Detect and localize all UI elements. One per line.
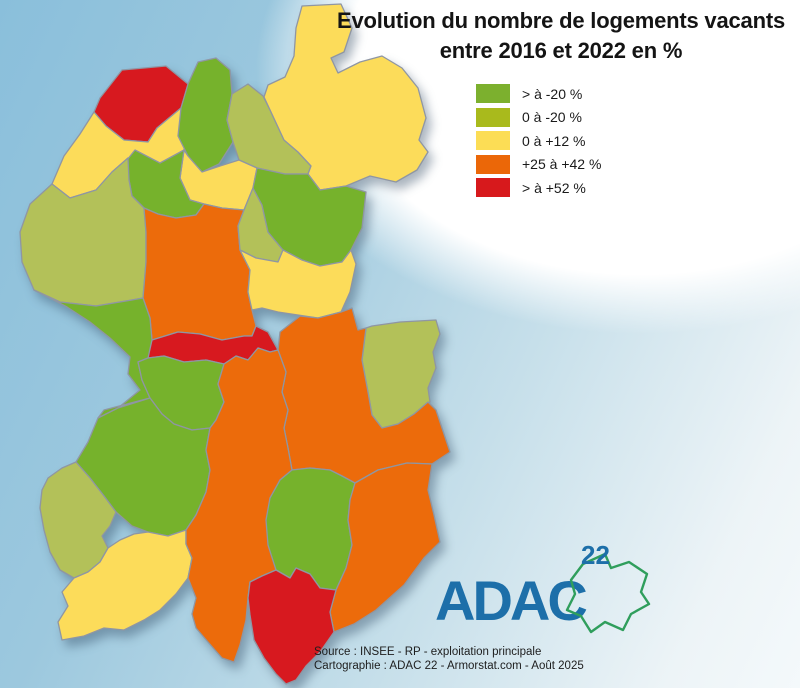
map-title-line1: Evolution du nombre de logements vacants xyxy=(337,8,785,33)
legend-label: > à -20 % xyxy=(522,85,583,102)
legend-swatch-icon xyxy=(476,131,510,151)
source-credits: Source : INSEE - RP - exploitation princ… xyxy=(314,645,584,674)
adac-logo-text: ADAC xyxy=(435,569,586,632)
legend-swatch-icon xyxy=(476,178,510,198)
cartography-line: Cartographie : ADAC 22 - Armorstat.com -… xyxy=(314,660,584,673)
legend-row-4: > à +52 % xyxy=(476,176,601,200)
legend-label: > à +52 % xyxy=(522,179,586,196)
adac22-logo: ADAC 22 xyxy=(435,540,651,634)
map-title-line2: entre 2016 et 2022 en % xyxy=(439,37,683,63)
legend-swatch-icon xyxy=(476,154,510,174)
legend-swatch-icon xyxy=(476,107,510,127)
epci-sud-rouge xyxy=(247,567,337,685)
epci-sud-orange xyxy=(185,347,293,663)
legend-row-1: 0 à -20 % xyxy=(476,106,601,130)
legend-swatch-icon xyxy=(476,84,510,104)
legend-row-3: +25 à +42 % xyxy=(476,153,601,177)
map-regions xyxy=(19,3,451,685)
legend-label: +25 à +42 % xyxy=(522,156,602,173)
map-title: Evolution du nombre de logements vacants… xyxy=(325,6,797,65)
adac-logo-department-outline-icon xyxy=(565,552,651,634)
epci-cote-ouest-vert xyxy=(33,289,153,419)
legend-label: 0 à -20 % xyxy=(522,109,582,126)
source-line: Source : INSEE - RP - exploitation princ… xyxy=(314,646,542,658)
legend-row-0: > à -20 % xyxy=(476,82,601,106)
adac-logo-22: 22 xyxy=(581,540,610,570)
epci-sud-est-orange xyxy=(329,462,441,633)
legend-label: 0 à +12 % xyxy=(522,132,586,149)
legend: > à -20 % 0 à -20 % 0 à +12 % +25 à +42 % > … xyxy=(476,82,601,200)
epci-sud-ouest-jaune xyxy=(57,529,193,641)
legend-row-2: 0 à +12 % xyxy=(476,129,601,153)
epci-nord-est-jaune xyxy=(263,3,429,191)
